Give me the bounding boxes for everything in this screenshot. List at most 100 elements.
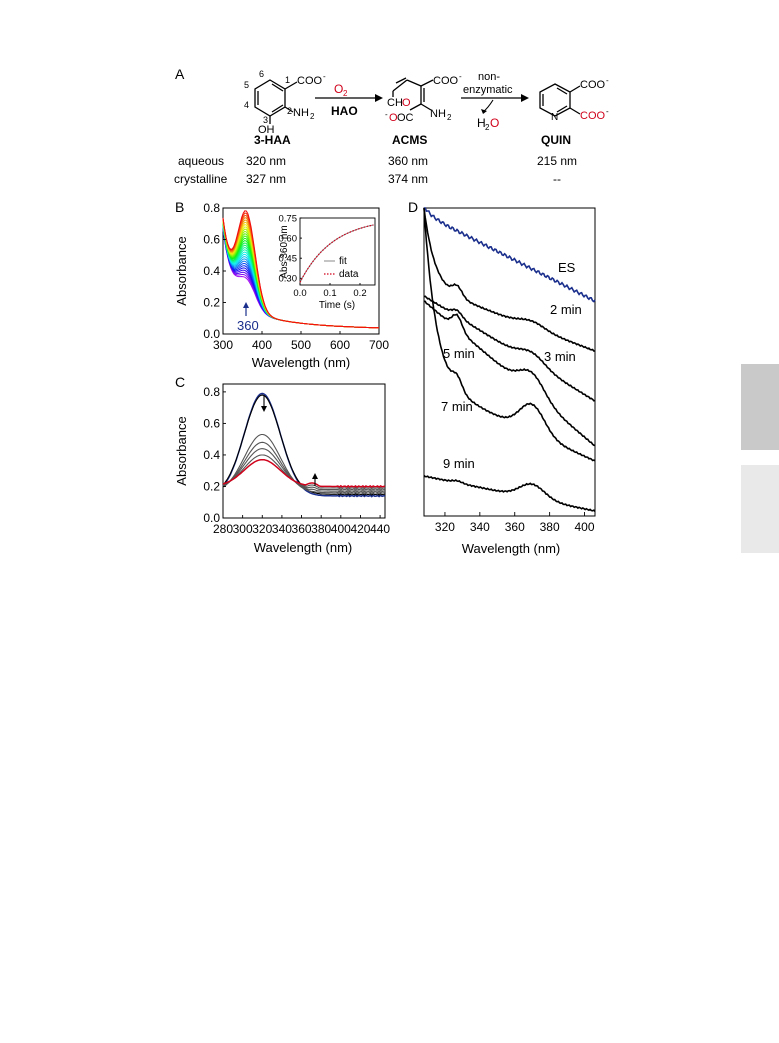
haa-structure: [254, 79, 298, 124]
panel-c-x-tick-label: 420: [350, 522, 370, 536]
haa-c6: 6: [259, 69, 264, 79]
panel-d-spectra: [423, 207, 596, 512]
panel-d-chart: 320 340 360 380 400 Wavelength (nm) ES 2 min…: [423, 207, 596, 556]
panel-c-y-tick-label: 0.2: [203, 480, 220, 494]
arrow-2-head: [521, 94, 529, 102]
panel-c-xlabel: Wavelength (nm): [254, 540, 353, 555]
haa-coo-minus: -: [323, 72, 326, 81]
row-label-aqueous: aqueous: [178, 154, 225, 168]
panel-c-spectrum-line: [222, 458, 386, 489]
haa-oh: OH: [258, 124, 275, 136]
panel-d-xlabel: Wavelength (nm): [462, 541, 561, 556]
compound-name-quin: QUIN: [541, 133, 571, 147]
panel-d-trace-line: [423, 295, 596, 402]
side-tab-light[interactable]: [741, 465, 779, 553]
panel-a-letter: A: [175, 66, 185, 82]
panel-b-x-tick-label: 700: [369, 338, 389, 352]
panel-b-spectra: [222, 210, 379, 329]
acms-cho-c: CH: [387, 97, 403, 109]
panel-c-x-tick-label: 340: [272, 522, 292, 536]
trace-label-es: ES: [558, 260, 576, 275]
water-arrow-head: [481, 109, 487, 114]
trace-label-3min: 3 min: [544, 349, 576, 364]
panel-b-inset-frame: [299, 217, 376, 286]
trace-label-2min: 2 min: [550, 302, 582, 317]
panel-d-trace-line: [423, 474, 596, 512]
haa-c2: 2: [287, 106, 292, 116]
panel-b-annotation-arrow-head: [243, 302, 249, 308]
panel-c-y-tick-label: 0.4: [203, 448, 220, 462]
compound-name-acms: ACMS: [392, 133, 428, 147]
panel-c-y-tick-label: 0.8: [203, 385, 220, 399]
side-tab-dark[interactable]: [741, 364, 779, 450]
h2o-o: O: [490, 116, 499, 130]
acms-ooc-rest: OC: [397, 112, 414, 124]
panel-c-x-tick-label: 360: [292, 522, 312, 536]
panel-b-xlabel: Wavelength (nm): [252, 355, 351, 370]
trace-label-7min: 7 min: [441, 399, 473, 414]
inset-y-tick-label: 0.45: [279, 254, 298, 265]
inset-y-tick-label: 0.60: [279, 233, 298, 244]
quin-aqueous: 215 nm: [537, 154, 578, 168]
h2o-sub: 2: [485, 123, 490, 132]
panel-d-trace-line: [423, 208, 596, 352]
acms-coo: COO: [433, 75, 459, 87]
inset-x-tick-label: 0.2: [353, 288, 366, 299]
haa-c1: 1: [285, 75, 290, 85]
h2o-h: H: [477, 116, 486, 130]
panel-c-x-tick-label: 400: [331, 522, 351, 536]
haa-coo: COO: [297, 75, 323, 87]
trace-label-5min: 5 min: [443, 346, 475, 361]
panel-c-ylabel: Absorbance: [175, 416, 189, 485]
panel-b-x-tick-label: 300: [213, 338, 233, 352]
panel-c-spectrum-line: [222, 448, 386, 492]
hao-label: HAO: [331, 104, 358, 118]
panel-c-chart: 280 300 320 340 360 380 400 420 440 0.0 0.2 0.4 0.6 0…: [175, 383, 390, 555]
acms-crystalline: 374 nm: [388, 172, 429, 186]
arrow-1-head: [375, 94, 383, 102]
panel-b-y-tick-label: 0.6: [203, 233, 220, 247]
row-label-crystalline: crystalline: [174, 172, 228, 186]
acms-ooc-o: O: [389, 112, 398, 124]
panel-c-up-arrow-head: [312, 473, 318, 479]
panel-c-frame: [222, 383, 386, 519]
panel-d-trace-line: [424, 207, 596, 303]
quin-coo1: COO: [580, 79, 606, 91]
panel-d-frame: [423, 207, 596, 517]
o2-label: O: [334, 82, 343, 96]
inset-x-tick-label: 0.0: [293, 288, 306, 299]
quin-structure: [539, 83, 581, 117]
haa-crystalline: 327 nm: [246, 172, 287, 186]
acms-cho-o: O: [402, 97, 411, 109]
panel-d-x-tick-label: 380: [540, 520, 560, 534]
quin-coo2-minus: -: [606, 107, 609, 116]
quin-coo1-minus: -: [606, 76, 609, 85]
haa-nh2: NH: [293, 107, 309, 119]
reaction-scheme: COO - 1 2 3 4 5 6 NH 2 OH O 2 HAO COO - …: [244, 69, 609, 136]
panel-d-x-tick-label: 320: [435, 520, 455, 534]
inset-x-tick-label: 0.1: [323, 288, 336, 299]
acms-structure: [392, 77, 434, 111]
panel-c-spectrum-line: [222, 392, 386, 498]
non-enzymatic-2: enzymatic: [463, 84, 513, 96]
panel-c-y-tick-label: 0.6: [203, 417, 220, 431]
quin-coo2: COO: [580, 110, 606, 122]
panel-c-x-tick-label: 380: [311, 522, 331, 536]
panel-b-ylabel: Absorbance: [175, 236, 189, 305]
panel-c-spectrum-line: [222, 433, 386, 495]
panel-c-spectrum-line: [222, 441, 386, 493]
panel-d-x-tick-label: 340: [470, 520, 490, 534]
panel-b-inset: 0.0 0.1 0.2 0.30 0.45 0.60 0.75 Abs 360 nm Tim…: [279, 213, 376, 311]
haa-c3: 3: [263, 115, 268, 125]
panel-b-x-tick-label: 600: [330, 338, 350, 352]
haa-c5: 5: [244, 80, 249, 90]
panel-b-letter: B: [175, 199, 185, 215]
panel-b-y-tick-label: 0.4: [203, 264, 220, 278]
panel-b-chart: 300 400 500 600 700 0.0 0.2 0.4 0.6 0.8 Absorbanc…: [175, 201, 389, 370]
acms-ooc-minus: -: [385, 110, 388, 119]
trace-label-9min: 9 min: [443, 456, 475, 471]
panel-b-y-tick-label: 0.2: [203, 296, 220, 310]
panel-c-x-tick-label: 300: [233, 522, 253, 536]
acms-nh2-sub: 2: [447, 113, 452, 122]
inset-xlabel: Time (s): [319, 300, 355, 311]
